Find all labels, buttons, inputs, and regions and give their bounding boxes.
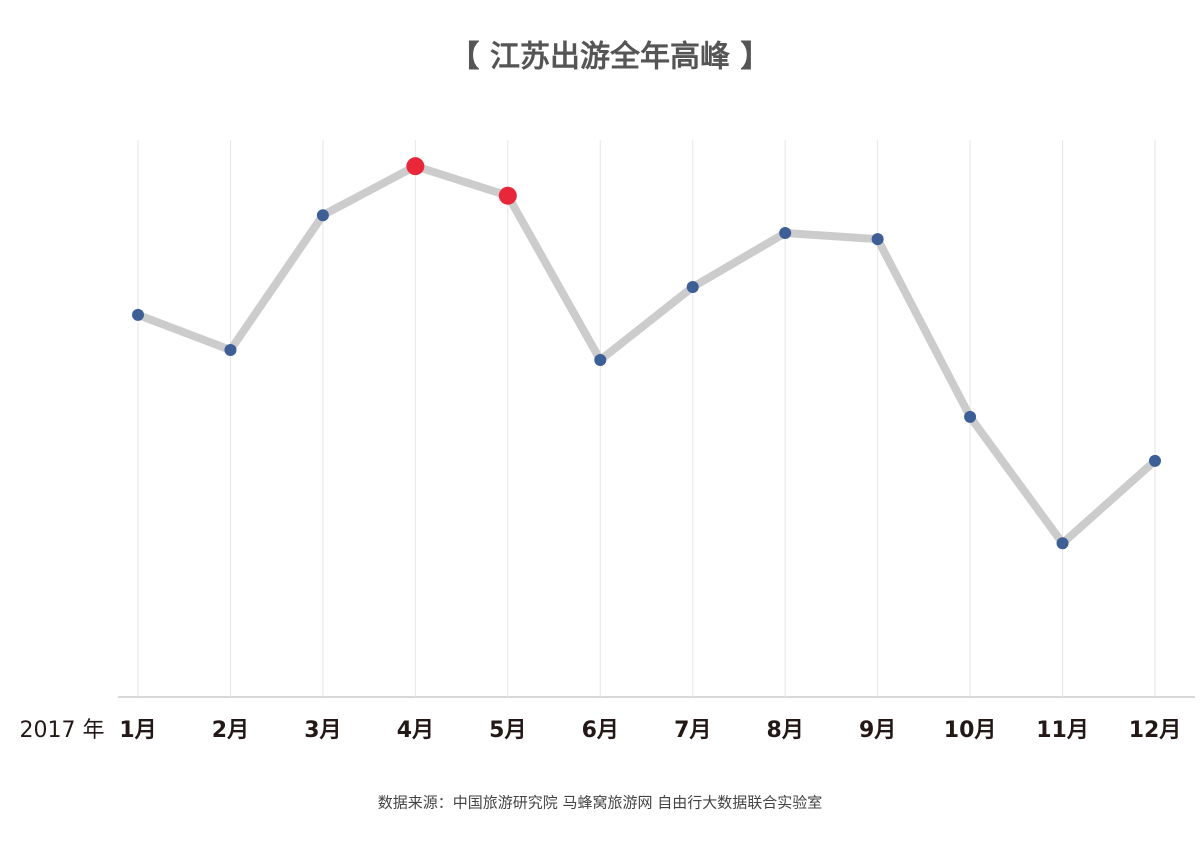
point bbox=[224, 343, 237, 356]
point bbox=[1149, 454, 1161, 467]
x-tick-label: 1月 bbox=[119, 718, 156, 743]
x-tick-label: 4月 bbox=[397, 718, 434, 743]
source-note: 数据来源：中国旅游研究院 马蜂窝旅游网 自由行大数据联合实验室 bbox=[378, 794, 823, 812]
chart-title: 【 江苏出游全年高峰 】 bbox=[450, 40, 771, 75]
line bbox=[136, 162, 1158, 548]
point bbox=[132, 308, 144, 321]
x-tick-label: 2月 bbox=[212, 718, 249, 743]
x-tick-label: 5月 bbox=[489, 718, 526, 743]
x-tick-label: 7月 bbox=[674, 718, 711, 743]
x-tick-label: 9月 bbox=[859, 718, 896, 743]
x-tick-label: 8月 bbox=[767, 718, 804, 743]
x-tick-label: 10月 bbox=[944, 718, 997, 743]
x-tick-label: 6月 bbox=[582, 718, 619, 743]
x-tick-label: 11月 bbox=[1036, 718, 1089, 743]
point bbox=[871, 233, 884, 246]
point bbox=[498, 186, 517, 205]
point bbox=[1056, 537, 1069, 550]
point bbox=[779, 227, 792, 240]
x-tick-label: 3月 bbox=[304, 718, 341, 743]
point bbox=[686, 281, 699, 294]
point bbox=[316, 209, 329, 222]
point bbox=[594, 354, 607, 367]
point bbox=[406, 157, 425, 176]
point bbox=[964, 410, 977, 423]
x-axis-label: 2017 年 bbox=[20, 718, 105, 743]
x-tick-label: 12月 bbox=[1129, 718, 1182, 743]
